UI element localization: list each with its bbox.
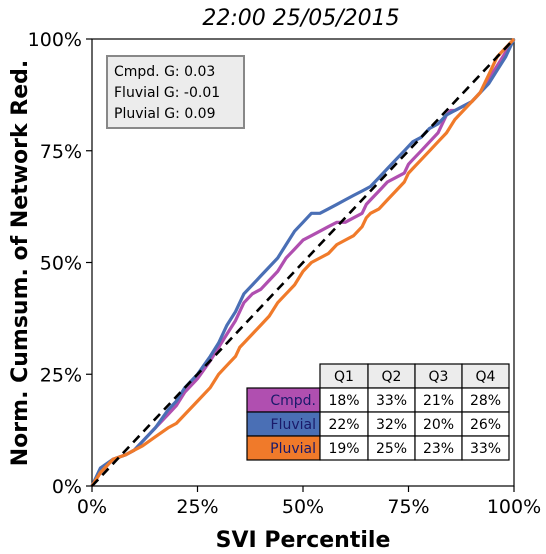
y-tick-label: 25% bbox=[40, 364, 82, 386]
gini-legend-box bbox=[106, 55, 245, 129]
x-axis-title: SVI Percentile bbox=[216, 528, 391, 553]
table-row-label: Cmpd. bbox=[270, 393, 316, 409]
y-tick-label: 0% bbox=[52, 476, 82, 498]
x-tick-label: 100% bbox=[487, 496, 541, 518]
series-layer bbox=[90, 37, 516, 487]
table-cell-value: 33% bbox=[470, 441, 501, 457]
table-header-label: Q1 bbox=[334, 369, 354, 385]
table-row-label-cell bbox=[246, 435, 321, 461]
y-tick-label: 75% bbox=[40, 141, 82, 163]
table-row-label-cell bbox=[246, 411, 321, 437]
table-cell-value: 18% bbox=[328, 393, 359, 409]
quartile-table: Q1 Q2 Q3 Q4 Cmpd. 18% 33% 21% 28% Fluvial 22% 32% 20… bbox=[246, 363, 510, 461]
table-cell-value: 23% bbox=[423, 441, 454, 457]
gini-legend: Cmpd. G: 0.03 Fluvial G: -0.01 Pluvial G: … bbox=[106, 55, 245, 129]
table-row-label-cell bbox=[246, 387, 321, 413]
x-tick-label: 50% bbox=[282, 496, 324, 518]
table-header-label: Q4 bbox=[476, 369, 496, 385]
table-cell-value: 20% bbox=[423, 417, 454, 433]
table-cell bbox=[461, 435, 510, 461]
y-axis-title: Norm. Cumsum. of Network Red. bbox=[8, 60, 33, 466]
table-cell-value: 28% bbox=[470, 393, 501, 409]
ticks-layer: 0%0% 25% 25% 50% 50% 75% 75% 100% 100% bbox=[28, 29, 541, 518]
table-header-cell bbox=[319, 363, 369, 389]
table-row-label: Fluvial bbox=[271, 417, 316, 433]
table-header-cell bbox=[367, 363, 416, 389]
table-cell-value: 19% bbox=[328, 441, 359, 457]
table-cell-value: 25% bbox=[376, 441, 407, 457]
series-line-pluvial bbox=[90, 37, 516, 487]
table-cell-value: 33% bbox=[376, 393, 407, 409]
table-cell-value: 32% bbox=[376, 417, 407, 433]
equality-reference-line bbox=[91, 38, 515, 487]
chart-title: 22:00 25/05/2015 bbox=[202, 6, 399, 31]
x-tick-label: 75% bbox=[387, 496, 429, 518]
table-header-cell bbox=[414, 363, 463, 389]
gini-legend-entry: Pluvial G: 0.09 bbox=[114, 106, 216, 122]
x-tick-label: 25% bbox=[176, 496, 218, 518]
table-cell-value: 26% bbox=[470, 417, 501, 433]
y-tick-label: 100% bbox=[28, 29, 82, 51]
y-tick-label: 50% bbox=[40, 253, 82, 275]
table-cell bbox=[461, 387, 510, 413]
gini-legend-entry: Cmpd. G: 0.03 bbox=[114, 64, 215, 80]
table-cell bbox=[414, 387, 463, 413]
table-cell-value: 22% bbox=[328, 417, 359, 433]
table-cell-value: 21% bbox=[423, 393, 454, 409]
table-row-label: Pluvial bbox=[270, 441, 316, 457]
x-tick-label: 0% bbox=[77, 496, 107, 518]
table-header-label: Q3 bbox=[429, 369, 449, 385]
table-cell bbox=[414, 435, 463, 461]
table-header-label: Q2 bbox=[382, 369, 402, 385]
gini-legend-entry: Fluvial G: -0.01 bbox=[114, 85, 220, 101]
series-line-fluvial bbox=[90, 38, 516, 487]
